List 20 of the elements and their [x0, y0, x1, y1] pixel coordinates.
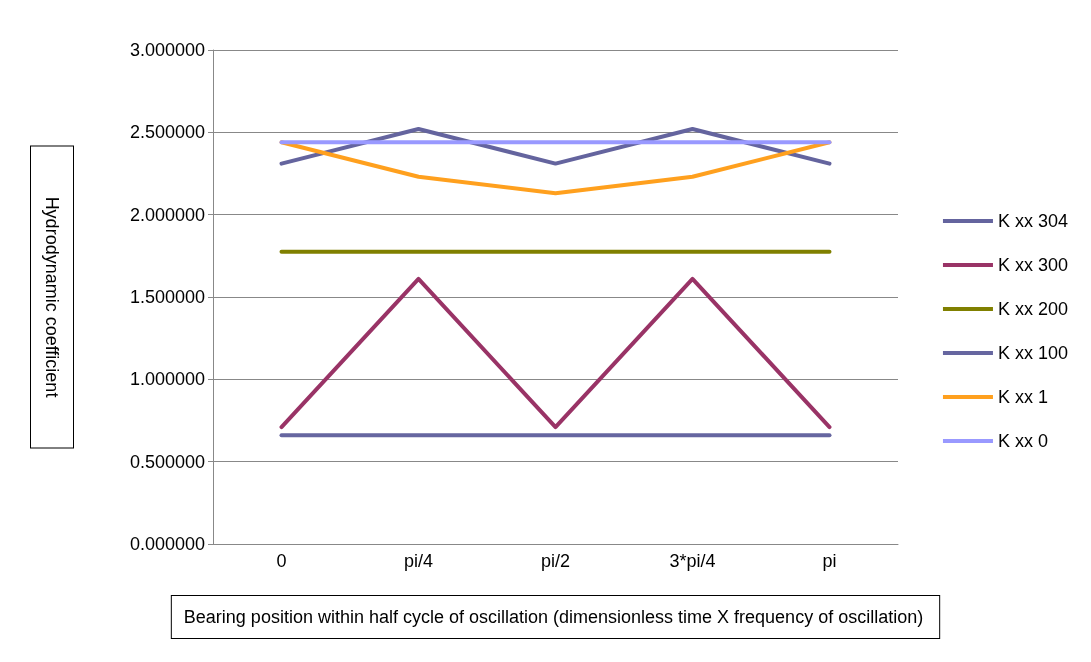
y-tick-label: 1.500000 [129, 287, 205, 307]
y-tick-label: 0.000000 [129, 534, 205, 554]
x-axis-title: Bearing position within half cycle of oscillation (dimensionless time X frequency of oscillation) [183, 607, 924, 627]
x-tick-label: pi [822, 551, 837, 571]
y-tick-label: 0.500000 [129, 451, 205, 472]
legend-label: K xx 0 [997, 431, 1048, 451]
x-tick-label: 0 [276, 551, 287, 571]
x-tick-label: pi/4 [403, 551, 434, 571]
legend-label: K xx 300 [997, 255, 1069, 275]
legend-label: K xx 304 [997, 211, 1069, 231]
legend-label: K xx 200 [997, 299, 1069, 319]
y-tick-label: 3.000000 [129, 40, 205, 60]
y-tick-label: 2.000000 [129, 204, 205, 225]
y-axis-title: Hydrodynamic coefficient [42, 196, 62, 398]
x-tick-label: pi/2 [540, 551, 571, 571]
legend-label: K xx 1 [997, 387, 1048, 407]
x-tick-label: 3*pi/4 [669, 551, 716, 571]
y-tick-label: 2.500000 [129, 122, 205, 143]
legend-label: K xx 100 [997, 343, 1069, 363]
y-tick-label: 1.000000 [129, 369, 205, 390]
